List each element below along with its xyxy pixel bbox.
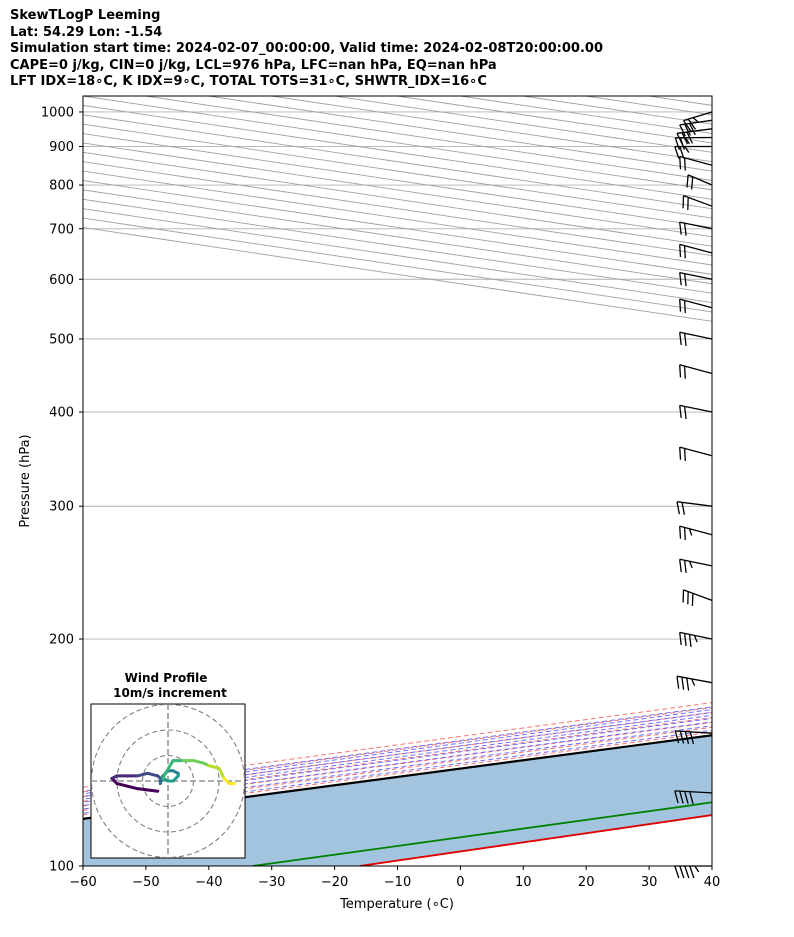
x-tick-label-3: −30 — [258, 875, 285, 890]
wind-barb — [676, 675, 713, 691]
y-tick-label-700: 700 — [49, 222, 74, 237]
wind-barb — [679, 119, 713, 137]
wind-barb — [679, 525, 713, 541]
y-axis-label: Pressure (hPa) — [18, 434, 33, 527]
wind-barb — [679, 331, 713, 346]
wind-barb — [676, 501, 713, 515]
x-tick-labels: −60 −50 −40 −30 −20 −10 0 10 20 30 40 — [69, 875, 720, 890]
isotherm-line — [83, 180, 712, 275]
x-tick-label-9: 30 — [641, 875, 658, 890]
hodograph-segment — [115, 782, 139, 791]
wind-barb — [674, 145, 712, 159]
hodograph-segment — [135, 771, 150, 778]
hodograph-trace — [110, 759, 236, 793]
isotherm-line — [271, 96, 712, 163]
y-tick-label-300: 300 — [49, 500, 74, 515]
x-tick-label-2: −40 — [195, 875, 222, 890]
title-line-times: Simulation start time: 2024-02-07_00:00:… — [10, 41, 603, 56]
wind-barb — [674, 790, 713, 805]
isotherm-line — [83, 217, 712, 313]
wind-barb — [679, 631, 713, 647]
wind-barb — [674, 865, 712, 879]
wind-barb — [679, 243, 713, 259]
isotherm-line — [83, 198, 712, 294]
isotherm-line — [83, 208, 712, 303]
wind-barb — [679, 271, 713, 287]
wind-barb — [679, 558, 713, 573]
title-line-indices: LFT IDX=18∘C, K IDX=9∘C, TOTAL TOTS=31∘C… — [10, 74, 487, 89]
y-tick-label-500: 500 — [49, 332, 74, 347]
x-tick-label-7: 10 — [515, 875, 532, 890]
x-tick-label-1: −50 — [132, 875, 159, 890]
wind-barb — [682, 589, 713, 607]
hodograph-subtitle: 10m/s increment — [113, 686, 227, 700]
isotherm-line — [83, 142, 712, 238]
hodograph-segment — [207, 764, 221, 770]
x-tick-label-0: −60 — [69, 875, 96, 890]
axis-ticks — [79, 111, 713, 870]
isotherm-line — [711, 96, 712, 97]
wind-barb — [679, 155, 713, 171]
isotherm-line — [83, 151, 712, 247]
isotherm-line — [83, 189, 712, 285]
hodograph-segment — [192, 759, 206, 765]
hodograph-inset: Wind Profile 10m/s increment — [90, 671, 246, 859]
x-tick-label-5: −10 — [384, 875, 411, 890]
wind-barbs — [674, 111, 713, 879]
wind-barb — [676, 128, 713, 145]
x-tick-label-8: 20 — [578, 875, 595, 890]
chart-title-block: SkewTLogP Leeming Lat: 54.29 Lon: -1.54 … — [10, 8, 603, 91]
isotherm-line — [775, 96, 794, 866]
wind-barb — [674, 730, 713, 745]
title-line-cape: CAPE=0 j/kg, CIN=0 j/kg, LCL=976 hPa, LF… — [10, 57, 497, 73]
wind-barb — [679, 446, 713, 462]
title-line-station: SkewTLogP Leeming — [10, 8, 161, 23]
hodograph-title: Wind Profile — [125, 671, 208, 685]
hodograph-segment — [146, 771, 160, 778]
wind-barb — [679, 298, 713, 314]
wind-barb — [682, 111, 713, 132]
x-axis-label: Temperature (∘C) — [339, 897, 454, 912]
wind-barb — [682, 194, 713, 211]
x-tick-label-10: 40 — [704, 875, 721, 890]
wind-barb — [679, 404, 713, 420]
y-tick-labels: 100 200 300 400 500 600 700 800 900 1000 — [41, 105, 74, 874]
y-tick-label-800: 800 — [49, 179, 74, 194]
y-tick-label-1000: 1000 — [41, 105, 74, 120]
wind-barb — [674, 136, 713, 151]
title-line-location: Lat: 54.29 Lon: -1.54 — [10, 24, 163, 40]
y-tick-label-600: 600 — [49, 273, 74, 288]
wind-barb — [686, 174, 713, 190]
wind-barb — [679, 221, 713, 236]
isotherm-line — [83, 170, 712, 266]
x-tick-label-4: −20 — [321, 875, 348, 890]
hodograph-segment — [163, 759, 175, 775]
isotherm-line — [83, 161, 712, 257]
y-tick-label-100: 100 — [49, 860, 74, 875]
y-tick-label-900: 900 — [49, 140, 74, 155]
hodograph-segment — [135, 787, 160, 793]
x-tick-label-6: 0 — [456, 875, 464, 890]
y-tick-label-400: 400 — [49, 406, 74, 421]
y-tick-label-200: 200 — [49, 633, 74, 648]
wind-barb — [679, 364, 713, 379]
